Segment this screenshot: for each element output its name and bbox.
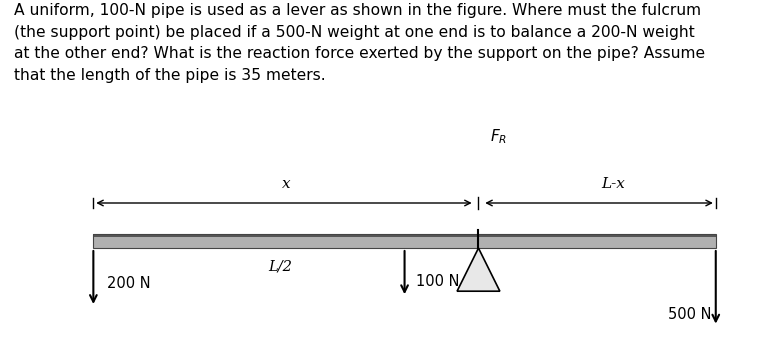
Text: 200 N: 200 N — [107, 275, 151, 290]
Bar — [93, 234, 716, 237]
Text: 500 N: 500 N — [668, 307, 712, 322]
Bar — [93, 234, 716, 248]
Text: L-x: L-x — [601, 177, 625, 191]
Bar — [93, 234, 716, 248]
Text: x: x — [282, 177, 290, 191]
Text: L/2: L/2 — [268, 260, 292, 274]
Text: A uniform, 100-N pipe is used as a lever as shown in the figure. Where must the : A uniform, 100-N pipe is used as a lever… — [14, 3, 705, 83]
Polygon shape — [457, 248, 499, 291]
Text: $F_R$: $F_R$ — [490, 127, 507, 146]
Text: 100 N: 100 N — [416, 274, 460, 288]
